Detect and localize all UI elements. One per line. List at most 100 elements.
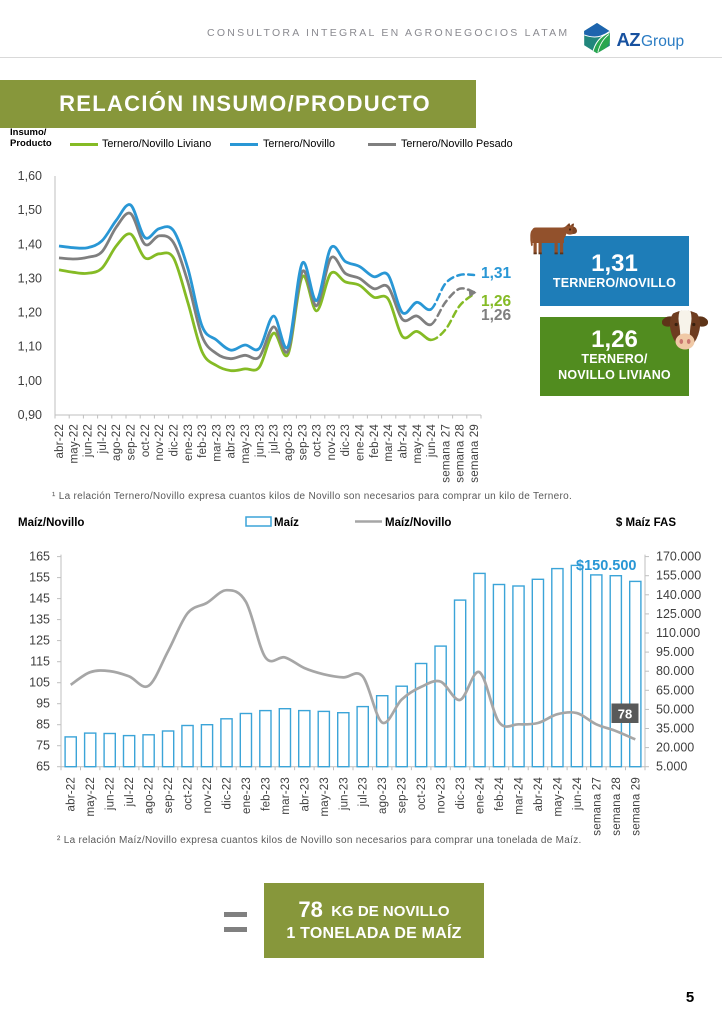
- svg-text:110.000: 110.000: [656, 626, 700, 640]
- svg-text:dic-23: dic-23: [340, 424, 352, 457]
- svg-text:oct-22: oct-22: [140, 424, 152, 457]
- svg-text:jul-23: jul-23: [358, 777, 370, 807]
- svg-text:abr-22: abr-22: [66, 777, 78, 811]
- svg-text:125: 125: [29, 634, 50, 648]
- svg-text:ago-23: ago-23: [283, 424, 295, 461]
- svg-text:abr-22: abr-22: [54, 424, 66, 458]
- svg-text:oct-23: oct-23: [312, 424, 324, 457]
- svg-text:1,10: 1,10: [18, 340, 42, 354]
- svg-text:170.000: 170.000: [656, 550, 701, 564]
- svg-text:nov-22: nov-22: [154, 424, 166, 460]
- svg-text:125.000: 125.000: [656, 607, 701, 621]
- svg-text:dic-22: dic-22: [222, 777, 234, 810]
- svg-text:5.000: 5.000: [656, 760, 687, 774]
- svg-text:sep-23: sep-23: [397, 777, 409, 813]
- svg-text:0,90: 0,90: [18, 408, 42, 422]
- svg-text:mar-23: mar-23: [280, 777, 292, 815]
- svg-text:mar-24: mar-24: [514, 777, 526, 815]
- svg-text:ago-23: ago-23: [377, 777, 389, 814]
- svg-text:140.000: 140.000: [656, 588, 701, 602]
- svg-text:ene-23: ene-23: [241, 777, 253, 814]
- svg-text:nov-22: nov-22: [202, 777, 214, 813]
- svg-text:Maíz/Novillo: Maíz/Novillo: [18, 517, 84, 529]
- svg-text:nov-23: nov-23: [436, 777, 448, 813]
- svg-text:may-23: may-23: [319, 777, 331, 817]
- svg-text:65: 65: [36, 760, 50, 774]
- svg-text:semana 27: semana 27: [440, 424, 452, 483]
- svg-text:semana 28: semana 28: [611, 777, 623, 836]
- svg-text:semana 29: semana 29: [630, 777, 642, 836]
- svg-text:semana 29: semana 29: [469, 424, 481, 483]
- svg-text:feb-23: feb-23: [260, 777, 272, 811]
- svg-text:1,20: 1,20: [18, 306, 42, 320]
- svg-text:1,26: 1,26: [481, 293, 512, 310]
- svg-text:ago-22: ago-22: [111, 424, 123, 461]
- svg-text:1,60: 1,60: [18, 169, 42, 183]
- svg-text:feb-24: feb-24: [369, 424, 381, 458]
- svg-text:1,50: 1,50: [18, 203, 42, 217]
- svg-text:65.000: 65.000: [656, 683, 694, 697]
- svg-text:semana 27: semana 27: [591, 777, 603, 836]
- svg-text:jun-23: jun-23: [254, 424, 266, 458]
- svg-text:jun-22: jun-22: [105, 777, 117, 811]
- svg-text:ago-22: ago-22: [144, 777, 156, 814]
- svg-text:jul-23: jul-23: [269, 424, 281, 454]
- svg-text:abr-24: abr-24: [533, 777, 545, 812]
- svg-text:115: 115: [30, 655, 50, 669]
- svg-text:jul-22: jul-22: [124, 777, 136, 807]
- svg-text:1,40: 1,40: [18, 237, 42, 251]
- svg-text:AZ: AZ: [617, 29, 641, 50]
- svg-text:mar-23: mar-23: [211, 424, 223, 462]
- svg-text:80.000: 80.000: [656, 664, 694, 678]
- svg-text:semana 28: semana 28: [455, 424, 467, 483]
- svg-text:Maíz/Novillo: Maíz/Novillo: [385, 517, 451, 529]
- svg-text:sep-23: sep-23: [297, 424, 309, 460]
- svg-text:nov-23: nov-23: [326, 424, 338, 460]
- svg-text:165: 165: [29, 550, 50, 564]
- svg-text:oct-23: oct-23: [416, 777, 428, 810]
- svg-text:135: 135: [29, 613, 50, 627]
- svg-text:mar-24: mar-24: [383, 424, 395, 462]
- svg-text:sep-22: sep-22: [126, 424, 138, 460]
- svg-text:1,26: 1,26: [481, 307, 512, 324]
- svg-text:50.000: 50.000: [656, 702, 694, 716]
- svg-text:ene-23: ene-23: [183, 424, 195, 461]
- svg-text:ene-24: ene-24: [475, 777, 487, 814]
- svg-text:1,31: 1,31: [481, 265, 512, 282]
- svg-text:jun-24: jun-24: [572, 777, 584, 812]
- svg-text:abr-23: abr-23: [226, 424, 238, 458]
- svg-text:may-22: may-22: [85, 777, 97, 817]
- svg-text:95: 95: [36, 697, 50, 711]
- svg-text:dic-23: dic-23: [455, 777, 467, 810]
- svg-text:20.000: 20.000: [656, 741, 694, 755]
- svg-text:1,30: 1,30: [18, 271, 42, 285]
- svg-text:35.000: 35.000: [656, 722, 694, 736]
- svg-text:feb-24: feb-24: [494, 777, 506, 811]
- svg-text:105: 105: [29, 676, 50, 690]
- svg-text:may-24: may-24: [552, 777, 564, 817]
- svg-text:95.000: 95.000: [656, 645, 694, 659]
- svg-text:78: 78: [618, 707, 632, 722]
- svg-text:may-24: may-24: [412, 424, 424, 464]
- svg-text:jun-22: jun-22: [83, 424, 95, 458]
- svg-text:$150.500: $150.500: [576, 558, 636, 574]
- svg-text:sep-22: sep-22: [163, 777, 175, 813]
- svg-text:feb-23: feb-23: [197, 424, 209, 458]
- svg-text:75: 75: [36, 739, 50, 753]
- svg-text:Group: Group: [641, 33, 684, 50]
- svg-text:abr-24: abr-24: [397, 424, 409, 459]
- svg-text:145: 145: [29, 592, 50, 606]
- svg-text:may-22: may-22: [68, 424, 80, 464]
- svg-text:ene-24: ene-24: [355, 424, 367, 461]
- svg-text:dic-22: dic-22: [169, 424, 181, 457]
- svg-text:may-23: may-23: [240, 424, 252, 464]
- svg-text:155.000: 155.000: [656, 569, 701, 583]
- svg-text:85: 85: [36, 718, 50, 732]
- svg-text:jun-23: jun-23: [338, 777, 350, 811]
- svg-text:155: 155: [29, 571, 50, 585]
- svg-text:jul-22: jul-22: [97, 424, 109, 454]
- svg-text:jun-24: jun-24: [426, 424, 438, 459]
- svg-text:1,00: 1,00: [18, 374, 42, 388]
- svg-text:oct-22: oct-22: [183, 777, 195, 810]
- svg-text:Maíz: Maíz: [274, 517, 299, 529]
